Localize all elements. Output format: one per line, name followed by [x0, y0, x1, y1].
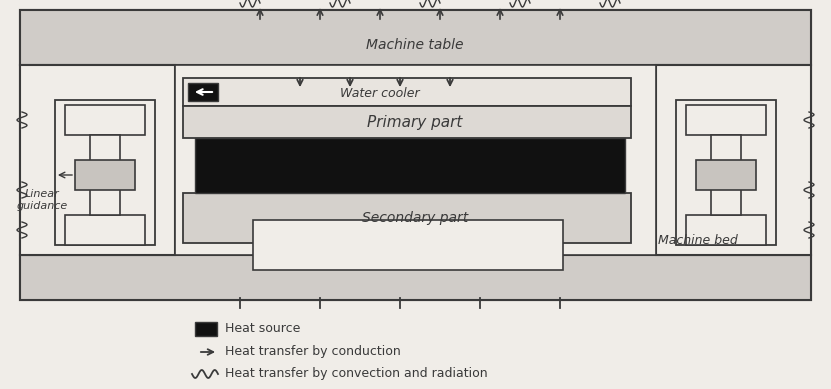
Bar	[20, 10, 811, 300]
Bar	[711, 135, 741, 215]
Text: Linear
guidance: Linear guidance	[17, 189, 67, 211]
Bar	[686, 215, 766, 245]
Text: Secondary part: Secondary part	[361, 211, 468, 225]
Bar	[20, 10, 811, 65]
Bar	[676, 100, 776, 245]
Bar	[183, 78, 631, 106]
Bar	[90, 135, 120, 215]
Text: Water cooler: Water cooler	[340, 86, 420, 100]
Bar	[188, 83, 218, 101]
Text: Primary part: Primary part	[367, 114, 463, 130]
Bar	[20, 255, 811, 300]
Bar	[686, 105, 766, 135]
Bar	[75, 160, 135, 190]
Bar	[195, 138, 625, 193]
Bar	[183, 106, 631, 138]
Text: Heat transfer by convection and radiation: Heat transfer by convection and radiatio…	[225, 368, 488, 380]
Bar	[183, 193, 631, 243]
Bar	[253, 220, 563, 270]
Bar	[195, 322, 217, 336]
Bar	[65, 105, 145, 135]
Bar	[20, 65, 175, 255]
Text: Heat source: Heat source	[225, 322, 300, 335]
Text: Machine bed: Machine bed	[658, 233, 738, 247]
Text: Machine table: Machine table	[366, 38, 464, 52]
Bar	[175, 65, 656, 255]
Bar	[656, 65, 811, 255]
Bar	[55, 100, 155, 245]
Bar	[696, 160, 756, 190]
Bar	[65, 215, 145, 245]
Text: Heat transfer by conduction: Heat transfer by conduction	[225, 345, 401, 359]
